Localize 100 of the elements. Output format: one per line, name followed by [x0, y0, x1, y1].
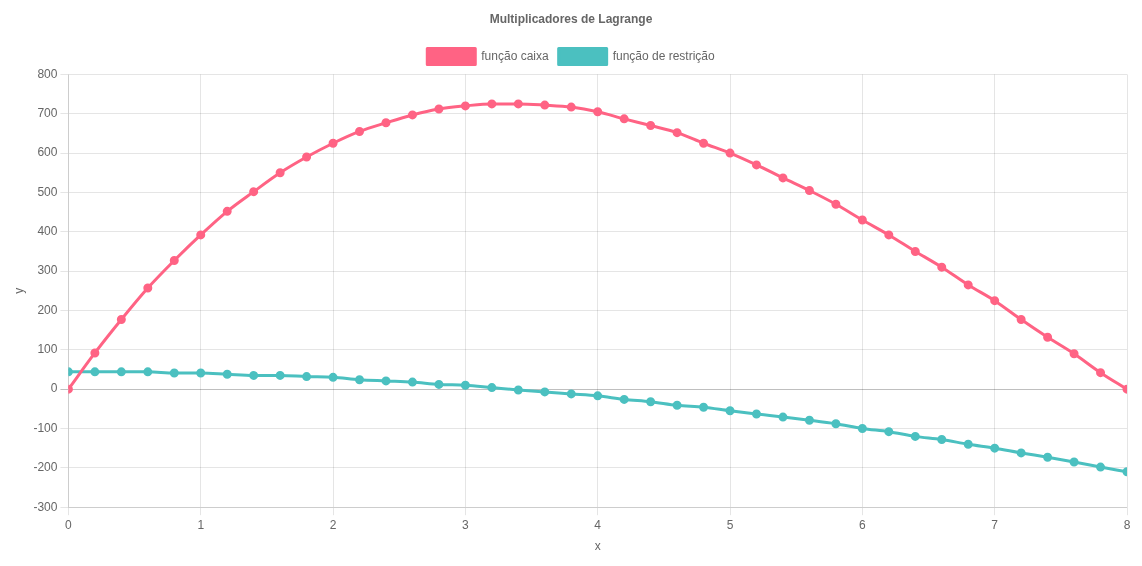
- point: [857, 424, 867, 434]
- point: [249, 370, 259, 380]
- point: [593, 391, 603, 401]
- point: [619, 114, 629, 124]
- y-tick-label: -200: [33, 460, 58, 475]
- point: [1043, 332, 1053, 342]
- point: [487, 99, 497, 109]
- point: [1043, 452, 1053, 462]
- point: [646, 121, 656, 131]
- point: [116, 315, 126, 325]
- y-tick-label: 0: [50, 381, 58, 396]
- y-tick-label: -300: [33, 499, 58, 514]
- point: [1069, 457, 1079, 467]
- point: [857, 215, 867, 225]
- point: [540, 100, 550, 110]
- point: [222, 369, 232, 379]
- point: [381, 376, 391, 386]
- y-axis-title: y: [11, 287, 26, 294]
- point: [513, 99, 523, 109]
- point: [566, 389, 576, 399]
- point: [328, 372, 338, 382]
- point: [1016, 448, 1026, 458]
- point: [646, 397, 656, 407]
- point: [699, 402, 709, 412]
- point: [169, 368, 179, 378]
- point: [355, 375, 365, 385]
- point: [434, 379, 444, 389]
- point: [540, 387, 550, 397]
- point: [196, 230, 206, 240]
- y-tick-label: 300: [37, 263, 58, 278]
- point: [593, 107, 603, 117]
- point: [381, 118, 391, 128]
- point: [460, 380, 470, 390]
- point: [249, 187, 259, 197]
- point: [90, 348, 100, 358]
- chart-title: Multiplicadores de Lagrange: [489, 11, 653, 26]
- y-tick-label: 100: [37, 342, 58, 357]
- legend-label: função de restrição: [612, 48, 716, 63]
- point: [116, 367, 126, 377]
- x-tick-label: 8: [1123, 517, 1131, 532]
- point: [302, 372, 312, 382]
- point: [275, 168, 285, 178]
- y-tick-label: 200: [37, 302, 58, 317]
- point: [275, 370, 285, 380]
- point: [1096, 368, 1106, 378]
- y-tick-label: 400: [37, 224, 58, 239]
- point: [963, 280, 973, 290]
- point: [619, 394, 629, 404]
- y-tick-label: 700: [37, 106, 58, 121]
- point: [963, 439, 973, 449]
- point: [407, 110, 417, 120]
- x-tick-label: 6: [859, 517, 867, 532]
- point: [90, 367, 100, 377]
- point: [884, 230, 894, 240]
- point: [937, 262, 947, 272]
- point: [831, 419, 841, 429]
- x-tick-label: 5: [726, 517, 734, 532]
- point: [910, 246, 920, 256]
- point: [910, 431, 920, 441]
- point: [1096, 462, 1106, 472]
- point: [407, 377, 417, 387]
- x-tick-label: 3: [462, 517, 470, 532]
- point: [1069, 349, 1079, 359]
- point: [460, 101, 470, 111]
- y-tick-label: 800: [37, 66, 58, 81]
- legend-label: função caixa: [481, 48, 549, 63]
- point: [487, 383, 497, 393]
- y-tick-label: 500: [37, 184, 58, 199]
- x-tick-label: 2: [329, 517, 337, 532]
- point: [672, 400, 682, 410]
- point: [804, 415, 814, 425]
- x-tick-label: 1: [197, 517, 205, 532]
- point: [222, 206, 232, 216]
- point: [937, 435, 947, 445]
- point: [513, 385, 523, 395]
- point: [884, 427, 894, 437]
- point: [328, 138, 338, 148]
- y-tick-label: -100: [33, 420, 58, 435]
- point: [355, 126, 365, 136]
- point: [434, 104, 444, 114]
- point: [196, 368, 206, 378]
- point: [752, 409, 761, 419]
- point: [831, 199, 841, 209]
- point: [699, 138, 709, 148]
- x-tick-label: 7: [991, 517, 999, 532]
- point: [143, 283, 153, 293]
- point: [1016, 315, 1026, 325]
- x-tick-label: 0: [65, 517, 73, 532]
- point: [804, 185, 814, 195]
- y-tick-label: 600: [37, 145, 58, 160]
- point: [778, 173, 788, 183]
- point: [302, 152, 312, 162]
- point: [990, 296, 1000, 306]
- x-tick-label: 4: [594, 517, 602, 532]
- point: [169, 256, 179, 265]
- point: [672, 128, 682, 138]
- point: [752, 160, 761, 170]
- point: [143, 367, 153, 377]
- point: [990, 443, 1000, 453]
- x-axis-title: x: [594, 539, 601, 554]
